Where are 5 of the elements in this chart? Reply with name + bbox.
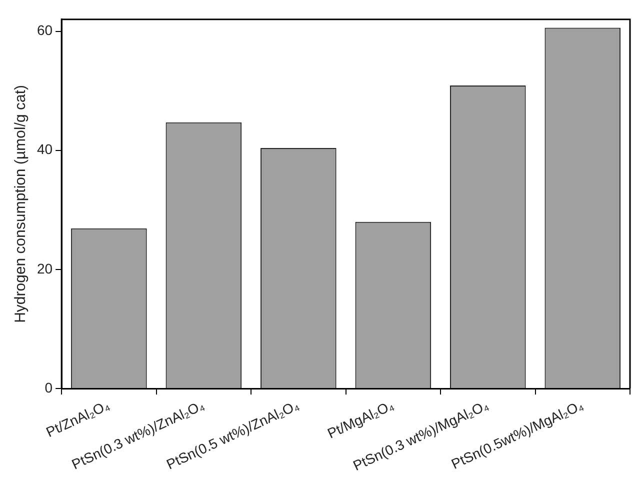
y-tick-label: 20: [36, 260, 53, 276]
y-tick-label: 60: [36, 22, 53, 38]
y-tick-label: 40: [36, 141, 53, 158]
y-tick-label: 0: [44, 379, 53, 396]
y-axis-title: Hydrogen consumption (µmol/g cat): [12, 85, 30, 323]
